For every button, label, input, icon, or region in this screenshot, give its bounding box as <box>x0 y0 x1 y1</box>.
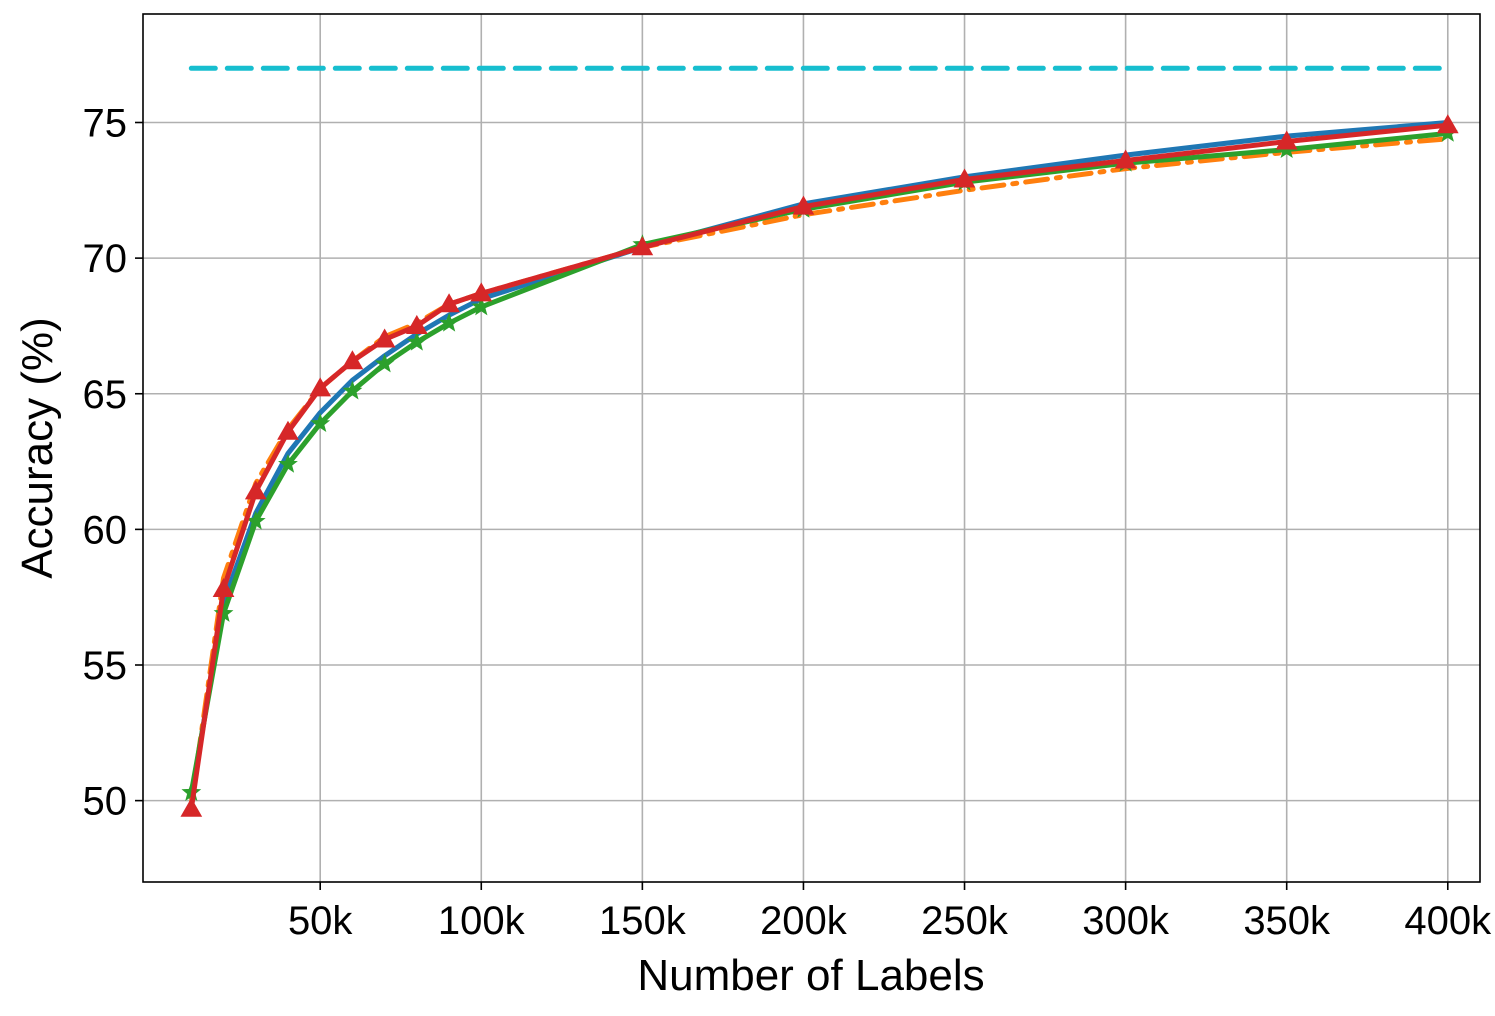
y-tick-label: 65 <box>83 373 128 417</box>
y-tick-label: 75 <box>83 102 128 146</box>
x-tick-label: 400k <box>1404 899 1492 943</box>
data-point-triangle <box>373 328 396 348</box>
series-layer <box>180 65 1459 817</box>
data-point-triangle <box>1436 114 1459 134</box>
data-point-triangle <box>1275 130 1298 150</box>
data-point-triangle <box>212 578 235 598</box>
data-point-star <box>439 312 459 332</box>
data-point-triangle <box>405 314 428 334</box>
series-line <box>188 136 1451 806</box>
data-point-triangle <box>1114 149 1137 169</box>
y-tick-label: 70 <box>83 237 128 281</box>
series-line <box>188 130 1451 795</box>
data-point-star <box>374 353 395 373</box>
y-tick-label: 50 <box>83 780 128 824</box>
series-line <box>188 120 1451 801</box>
data-point-triangle <box>244 480 267 500</box>
series-4 <box>180 114 1459 817</box>
x-tick-label: 200k <box>760 899 848 943</box>
x-tick-label: 250k <box>921 899 1009 943</box>
data-point-triangle <box>792 195 815 215</box>
plot-frame <box>142 13 1481 883</box>
x-tick-label: 100k <box>438 899 526 943</box>
data-point-triangle <box>180 797 203 817</box>
data-point-triangle <box>631 236 654 256</box>
y-tick-label: 60 <box>83 508 128 552</box>
data-point-triangle <box>341 350 364 370</box>
data-point-star <box>310 413 331 433</box>
data-point-star <box>471 296 492 316</box>
data-point-star <box>406 331 427 351</box>
data-point-star <box>213 603 234 622</box>
x-tick-label: 50k <box>288 899 353 943</box>
x-axis-label: Number of Labels <box>637 951 984 1000</box>
series-line <box>188 122 1451 812</box>
x-tick-label: 350k <box>1243 899 1331 943</box>
x-tick-label: 150k <box>599 899 687 943</box>
x-tick-label: 300k <box>1082 899 1170 943</box>
series-3 <box>181 122 1458 801</box>
y-tick-label: 55 <box>83 644 128 688</box>
x-axis-ticks: 50k 100k 150k 200k 250k 300k 350k 400k <box>288 882 1492 943</box>
data-point-triangle <box>277 420 299 440</box>
data-point-triangle <box>953 168 976 188</box>
data-point-star <box>342 380 363 400</box>
data-point-triangle <box>438 293 460 313</box>
data-point-triangle <box>309 377 332 397</box>
series-2 <box>188 136 1451 806</box>
data-point-triangle <box>470 282 493 302</box>
data-point-star <box>278 453 298 473</box>
y-axis-ticks: 50 55 60 65 70 75 <box>83 102 143 824</box>
y-axis-label: Accuracy (%) <box>13 317 62 579</box>
series-1 <box>188 120 1451 801</box>
